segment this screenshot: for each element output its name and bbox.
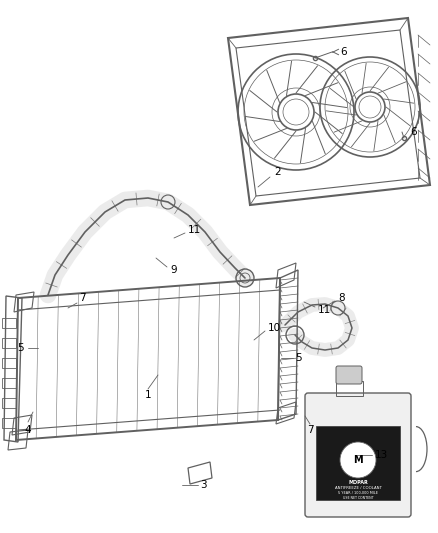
Bar: [2, 338, 16, 348]
Text: MOPAR: MOPAR: [348, 480, 368, 484]
Text: 11: 11: [188, 225, 201, 235]
Text: 7: 7: [307, 425, 313, 435]
Text: 3: 3: [200, 480, 207, 490]
Text: 1: 1: [145, 390, 151, 400]
Text: 11: 11: [318, 305, 331, 315]
FancyBboxPatch shape: [305, 393, 411, 517]
Text: 7: 7: [79, 293, 85, 303]
Text: 2: 2: [275, 167, 281, 177]
Text: 6: 6: [340, 47, 346, 57]
Text: USE NET CONTENT: USE NET CONTENT: [343, 496, 373, 500]
FancyBboxPatch shape: [336, 366, 362, 384]
Circle shape: [340, 442, 376, 478]
Text: 5: 5: [17, 343, 23, 353]
Text: 8: 8: [338, 293, 345, 303]
Text: 5: 5: [295, 353, 302, 363]
Text: 10: 10: [268, 323, 281, 333]
Bar: [2, 418, 16, 428]
Text: M: M: [353, 455, 363, 465]
Text: 9: 9: [170, 265, 177, 275]
Bar: [316, 426, 400, 500]
Bar: [2, 318, 16, 328]
Bar: [2, 358, 16, 368]
Text: 13: 13: [375, 450, 388, 460]
Text: ANTIFREEZE / COOLANT: ANTIFREEZE / COOLANT: [335, 486, 381, 490]
Bar: [2, 398, 16, 408]
Text: 5 YEAR / 100,000 MILE: 5 YEAR / 100,000 MILE: [338, 491, 378, 495]
Text: 6: 6: [410, 127, 417, 137]
Bar: [2, 378, 16, 388]
Text: 4: 4: [25, 425, 31, 435]
